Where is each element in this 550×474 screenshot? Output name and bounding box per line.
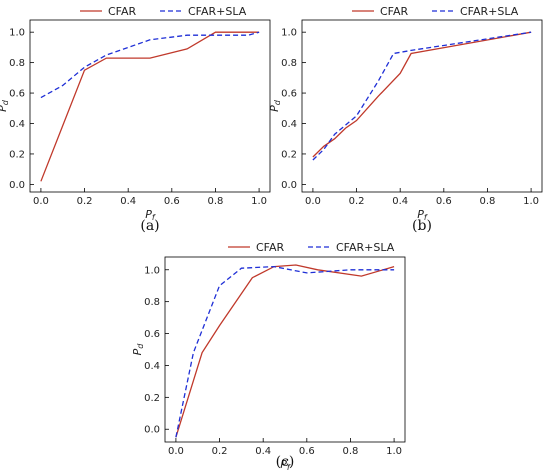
y-tick-label: 0.6 xyxy=(9,89,25,100)
x-tick-label: 0.6 xyxy=(436,196,452,207)
y-tick-label: 0.8 xyxy=(281,58,297,69)
y-tick-label: 0.0 xyxy=(144,425,160,436)
x-tick-label: 0.8 xyxy=(208,196,224,207)
chart-panel-1: 0.0 0.2 0.4 0.6 0.8 1.0 0.0 0.2 0.4 0.6 0.8 1.0 Pf Pd… xyxy=(0,5,271,234)
panel-label: (a) xyxy=(140,218,159,234)
y-tick-label: 1.0 xyxy=(9,28,25,39)
y-tick-label: 1.0 xyxy=(281,28,297,39)
y-tick-label: 0.4 xyxy=(144,361,160,372)
x-axis-label: Pf xyxy=(280,458,291,472)
y-tick-label: 0.4 xyxy=(281,119,297,130)
x-tick-label: 0.2 xyxy=(212,446,228,457)
legend-label-cfar-sla: CFAR+SLA xyxy=(460,5,519,18)
x-tick-label: 0.0 xyxy=(168,446,184,457)
legend-label-cfar: CFAR xyxy=(380,5,409,18)
legend: CFAR CFAR+SLA xyxy=(80,5,247,18)
y-tick-label: 0.0 xyxy=(281,180,297,191)
legend-label-cfar-sla: CFAR+SLA xyxy=(336,241,395,254)
series-line-cfar-sla xyxy=(175,265,395,438)
y-axis-label: Pd xyxy=(268,99,282,112)
series-line-cfar xyxy=(40,31,260,182)
legend: CFAR CFAR+SLA xyxy=(352,5,519,18)
y-tick-label: 1.0 xyxy=(144,265,160,276)
series-line-cfar xyxy=(175,264,395,438)
x-tick-label: 0.2 xyxy=(349,196,365,207)
series-line-cfar-sla xyxy=(40,31,260,99)
y-tick-label: 0.8 xyxy=(144,297,160,308)
y-tick-label: 0.2 xyxy=(9,149,25,160)
plot-frame xyxy=(164,256,406,443)
y-tick-label: 0.0 xyxy=(9,180,25,191)
plot-frame xyxy=(301,19,543,193)
x-tick-label: 1.0 xyxy=(523,196,539,207)
panel-label: (c) xyxy=(276,454,295,470)
x-tick-label: 1.0 xyxy=(386,446,402,457)
y-axis-label: Pd xyxy=(131,343,145,356)
y-tick-label: 0.6 xyxy=(281,89,297,100)
plot-frame xyxy=(29,19,271,193)
x-tick-label: 1.0 xyxy=(251,196,267,207)
y-tick-label: 0.4 xyxy=(9,119,25,130)
legend-label-cfar: CFAR xyxy=(108,5,137,18)
x-tick-label: 0.4 xyxy=(255,446,271,457)
chart-panel-2: 0.0 0.2 0.4 0.6 0.8 1.0 0.0 0.2 0.4 0.6 0.8 1.0 Pf Pd… xyxy=(268,5,543,234)
x-tick-label: 0.6 xyxy=(299,446,315,457)
x-tick-label: 0.4 xyxy=(120,196,136,207)
series-line-cfar xyxy=(312,31,532,158)
legend-label-cfar: CFAR xyxy=(256,241,285,254)
x-tick-label: 0.4 xyxy=(392,196,408,207)
x-axis-label: Pf xyxy=(145,208,156,222)
y-tick-label: 0.8 xyxy=(9,58,25,69)
series-line-cfar-sla xyxy=(312,31,532,161)
legend-label-cfar-sla: CFAR+SLA xyxy=(188,5,247,18)
y-tick-label: 0.2 xyxy=(144,393,160,404)
panel-label: (b) xyxy=(412,218,432,234)
chart-panel-3: 0.0 0.2 0.4 0.6 0.8 1.0 0.0 0.2 0.4 0.6 0.8 1.0 Pf Pd… xyxy=(131,241,406,472)
y-tick-label: 0.6 xyxy=(144,329,160,340)
y-tick-label: 0.2 xyxy=(281,149,297,160)
y-axis-label: Pd xyxy=(0,99,10,112)
x-tick-label: 0.8 xyxy=(480,196,496,207)
legend: CFAR CFAR+SLA xyxy=(228,241,395,254)
x-tick-label: 0.0 xyxy=(305,196,321,207)
x-tick-label: 0.2 xyxy=(77,196,93,207)
x-tick-label: 0.0 xyxy=(33,196,49,207)
x-tick-label: 0.8 xyxy=(343,446,359,457)
x-axis-label: Pf xyxy=(417,208,428,222)
x-tick-label: 0.6 xyxy=(164,196,180,207)
